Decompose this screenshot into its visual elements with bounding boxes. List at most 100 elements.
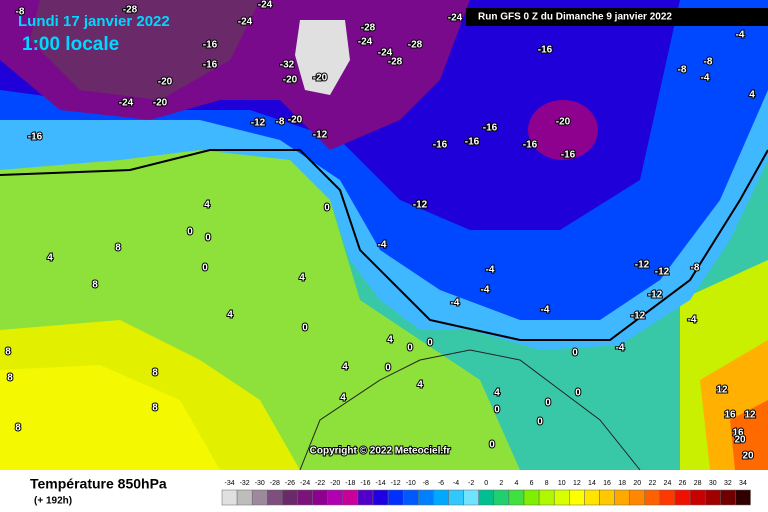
contour-label: -8: [16, 7, 25, 18]
contour-label: -12: [655, 267, 670, 278]
legend-swatch: [735, 489, 751, 506]
contour-label: -12: [251, 118, 266, 129]
contour-label: -16: [465, 137, 480, 148]
legend-label: -16: [360, 480, 370, 487]
contour-label: -8: [691, 263, 700, 274]
contour-label: -4: [701, 73, 710, 84]
contour-label: -8: [704, 57, 713, 68]
contour-label: -4: [378, 240, 387, 251]
legend-swatch: [629, 489, 646, 506]
contour-label: 8: [115, 243, 121, 254]
contour-label: -20: [288, 115, 303, 126]
contour-label: 0: [427, 338, 433, 349]
contour-label: 0: [407, 343, 413, 354]
contour-label: -16: [203, 60, 218, 71]
legend-swatch: [704, 489, 721, 506]
legend-label: -2: [468, 480, 474, 487]
contour-label: -4: [541, 305, 550, 316]
contour-label: 4: [417, 380, 423, 391]
contour-label: 12: [716, 385, 728, 396]
legend-swatch: [327, 489, 344, 506]
legend-swatch: [569, 489, 585, 506]
legend-label: -32: [240, 480, 250, 487]
contour-label: 0: [324, 203, 330, 214]
legend-label: 24: [664, 480, 672, 487]
contour-label: -4: [481, 285, 490, 296]
legend-swatch: [538, 489, 555, 506]
legend-label: -28: [270, 480, 280, 487]
contour-label: -20: [153, 98, 168, 109]
legend-swatch: [614, 489, 630, 506]
contour-label: -16: [523, 140, 538, 151]
contour-label: -24: [238, 17, 253, 28]
contour-labels: -8 -28 -24-24-16-16-20-24 -20-16-28-24-24-2…: [4, 0, 757, 463]
legend-label: -30: [255, 480, 265, 487]
contour-label: 8: [15, 423, 21, 434]
contour-label: 8: [152, 403, 158, 414]
legend-swatch: [357, 489, 374, 506]
legend-label: 28: [694, 480, 702, 487]
legend-swatch: [312, 489, 328, 506]
contour-label: -12: [313, 130, 328, 141]
contour-label: 20: [734, 435, 746, 446]
legend-label: -22: [315, 480, 325, 487]
legend-swatch: [659, 489, 676, 506]
time: 1:00 locale: [22, 34, 119, 55]
contour-label: -28: [361, 23, 376, 34]
legend-label: 10: [558, 480, 566, 487]
legend-label: 0: [484, 480, 488, 487]
contour-label: -4: [616, 343, 625, 354]
contour-label: 16: [732, 428, 744, 439]
contour-label: 12: [744, 410, 756, 421]
contour-label: -8: [276, 117, 285, 128]
contour-label: 0: [572, 348, 578, 359]
legend-swatch: [297, 489, 313, 506]
copyright: Copyright © 2022 Meteociel.fr: [310, 446, 451, 457]
legend-swatch: [493, 489, 510, 506]
contour-label: 0: [537, 417, 543, 428]
legend-label: 18: [618, 480, 626, 487]
legend-label: 4: [514, 480, 518, 487]
legend-label: 32: [724, 480, 732, 487]
run-box: [466, 8, 768, 26]
contour-label: -4: [688, 315, 697, 326]
contour-label: 4: [47, 253, 53, 264]
legend-label: 20: [633, 480, 641, 487]
legend-label: 12: [573, 480, 581, 487]
contour-label: 8: [7, 373, 13, 384]
contour-label: 0: [489, 440, 495, 451]
legend-swatch: [342, 489, 359, 506]
legend-label: -34: [224, 480, 234, 487]
contour-label: -28: [408, 40, 423, 51]
contour-label: -12: [648, 290, 663, 301]
legend-swatch: [584, 489, 600, 506]
legend-swatch: [267, 489, 283, 506]
legend-label: -12: [391, 480, 401, 487]
legend-swatch: [674, 489, 691, 506]
contour-label: 0: [187, 227, 193, 238]
legend-swatch: [448, 489, 464, 506]
legend-label: -10: [406, 480, 416, 487]
contour-label: -20: [556, 117, 571, 128]
legend-label: 26: [679, 480, 687, 487]
contour-label: -16: [28, 132, 43, 143]
contour-label: -20: [158, 77, 173, 88]
legend-label: 14: [588, 480, 596, 487]
legend-swatch: [282, 489, 298, 506]
legend-label: -18: [345, 480, 355, 487]
contour-label: -24: [358, 37, 373, 48]
contour-label: -12: [413, 200, 428, 211]
legend-label: -24: [300, 480, 310, 487]
contour-label: 0: [205, 233, 211, 244]
contour-label: -4: [451, 298, 460, 309]
contour-label: 0: [302, 323, 308, 334]
legend-label: 6: [530, 480, 534, 487]
legend-label: 2: [499, 480, 503, 487]
legend-label: -14: [375, 480, 385, 487]
contour-label: 0: [385, 363, 391, 374]
legend-swatch: [251, 489, 268, 506]
contour-label: 4: [749, 90, 755, 101]
legend-swatch: [463, 489, 479, 506]
contour-label: 8: [5, 347, 11, 358]
